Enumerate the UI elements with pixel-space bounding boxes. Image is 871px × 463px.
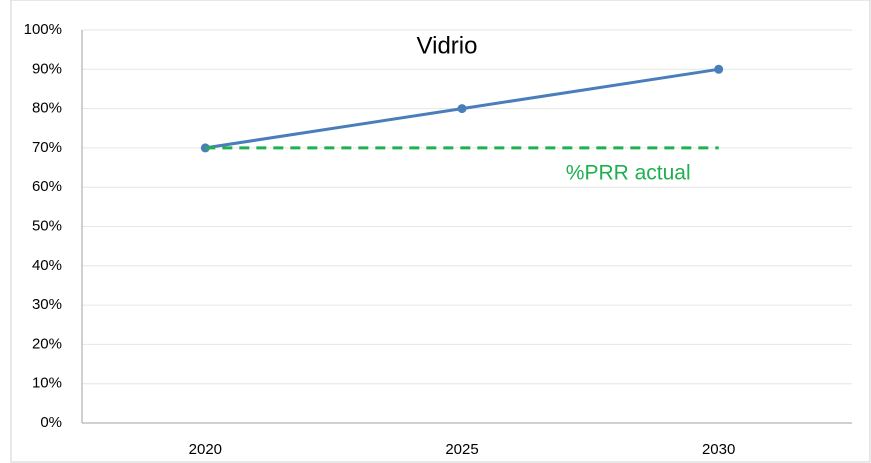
point <box>457 104 467 114</box>
x-tick-label: 2020 <box>189 441 222 458</box>
x-tick-label: 2025 <box>445 441 478 458</box>
chart-title: Vidrio <box>417 32 478 59</box>
y-tick-label: 50% <box>32 217 62 234</box>
y-tick-label: 20% <box>32 335 62 352</box>
y-tick-label: 80% <box>32 100 62 117</box>
x-tick-label: 2030 <box>702 441 735 458</box>
point <box>714 64 724 74</box>
y-tick-label: 60% <box>32 178 62 195</box>
y-tick-label: 30% <box>32 296 62 313</box>
y-tick-label: 90% <box>32 60 62 77</box>
y-tick-label: 10% <box>32 375 62 392</box>
y-tick-label: 70% <box>32 139 62 156</box>
annotation: %PRR actual <box>566 161 691 184</box>
y-tick-label: 40% <box>32 257 62 274</box>
y-tick-label: 0% <box>40 414 62 431</box>
chart-border <box>10 0 871 463</box>
y-tick-label: 100% <box>24 21 62 38</box>
